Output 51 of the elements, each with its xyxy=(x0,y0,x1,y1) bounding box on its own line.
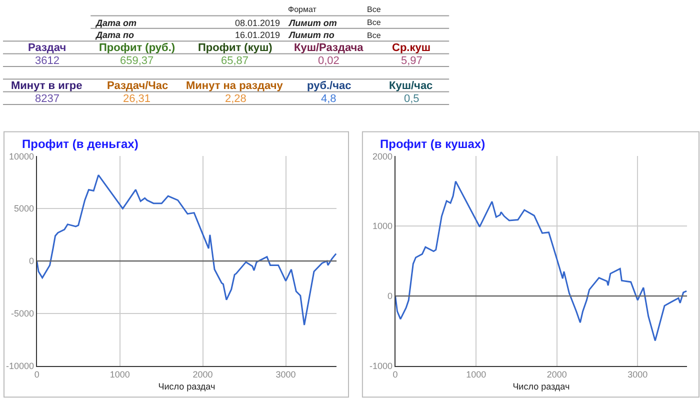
chart-title: Профит (в деньгах) xyxy=(22,137,138,151)
text: 4,8 xyxy=(321,93,336,105)
line-series xyxy=(395,180,688,342)
text: 659,37 xyxy=(120,55,154,67)
text: 26,31 xyxy=(123,93,151,105)
x-tick-label: 2000 xyxy=(192,370,213,380)
text: Раздач xyxy=(28,42,66,54)
text: Все xyxy=(367,5,382,14)
text: 3612 xyxy=(35,55,60,67)
text: Профит (куш) xyxy=(198,42,273,54)
text: Минут на раздачу xyxy=(186,80,284,92)
y-tick-label: 0 xyxy=(387,291,393,302)
text: руб./час xyxy=(307,80,352,92)
text: Лимит по xyxy=(288,30,335,40)
text: 0,5 xyxy=(404,93,420,105)
text: 16.01.2019 xyxy=(235,30,280,40)
text: Ср.куш xyxy=(392,42,431,54)
x-tick-label: 1000 xyxy=(110,370,130,380)
text: 8237 xyxy=(35,93,60,105)
y-tick-label: 0 xyxy=(29,256,34,266)
text: Куш/час xyxy=(389,80,433,92)
line-series xyxy=(36,174,337,326)
text: Лимит от xyxy=(288,18,337,28)
text: Все xyxy=(367,18,382,27)
y-tick-label: 10000 xyxy=(9,151,34,162)
text: Раздач/Час xyxy=(107,80,168,92)
text: Минут в игре xyxy=(11,80,82,92)
x-tick-label: 3000 xyxy=(628,370,648,380)
y-tick-label: -5000 xyxy=(11,308,34,319)
y-tick-label: 5000 xyxy=(14,204,34,214)
text: Дата по xyxy=(95,30,135,40)
x-tick-label: 3000 xyxy=(276,370,296,380)
y-tick-label: -1000 xyxy=(369,361,393,372)
text: 2,28 xyxy=(225,93,246,105)
text: 5,97 xyxy=(401,55,422,67)
text: Дата от xyxy=(95,18,137,28)
x-tick-label: 1000 xyxy=(466,370,486,380)
x-tick-label: 2000 xyxy=(546,370,567,380)
text: 0,02 xyxy=(318,55,340,67)
y-tick-label: 2000 xyxy=(372,151,393,162)
text: Профит (руб.) xyxy=(99,42,176,54)
chart-title: Профит (в кушах) xyxy=(380,137,486,151)
y-tick-label: 1000 xyxy=(372,221,393,232)
text: Все xyxy=(367,31,382,40)
text: 65,87 xyxy=(221,55,249,67)
x-axis-title: Число раздач xyxy=(512,381,570,392)
x-axis-title: Число раздач xyxy=(158,381,216,392)
text: Формат xyxy=(288,5,317,14)
y-tick-label: -10000 xyxy=(6,361,34,372)
text: 08.01.2019 xyxy=(235,18,280,28)
text: Куш/Раздача xyxy=(294,42,364,54)
